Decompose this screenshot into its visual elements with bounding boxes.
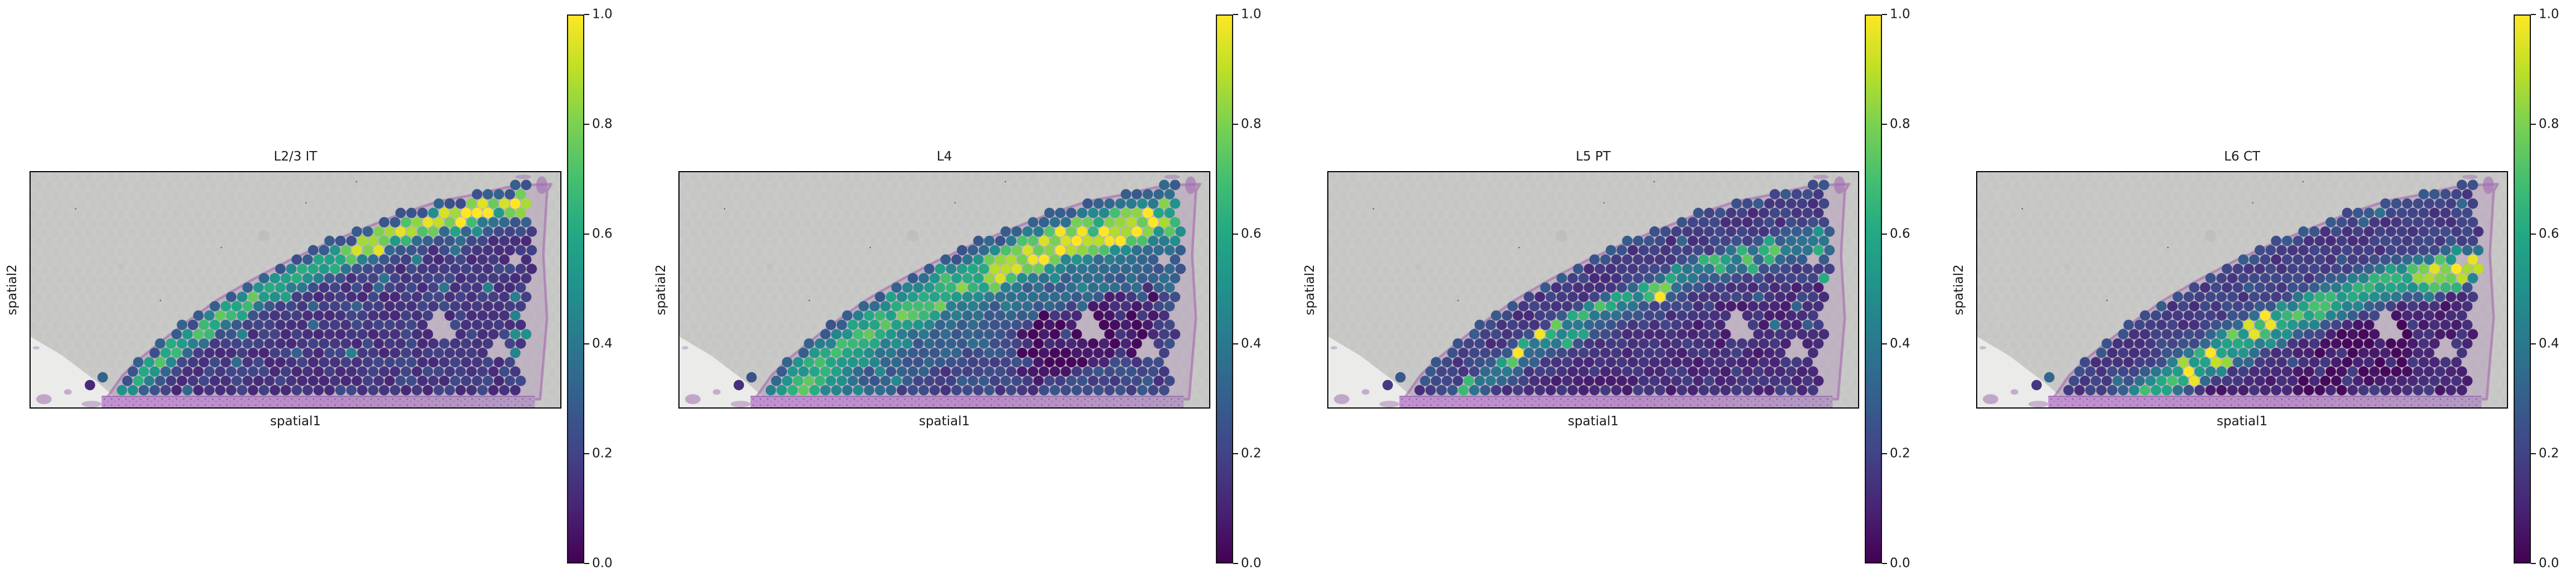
plot-title: L2/3 IT [273, 149, 317, 164]
colorbar-tick [1882, 563, 1887, 564]
colorbar-tick [2531, 234, 2536, 235]
panel-l5-pt: L5 PT spatial2 spatial1 0.0 0.2 0.4 0.6 0.8 1… [1298, 0, 1947, 583]
colorbar-tick-label: 0.0 [1241, 556, 1262, 571]
colorbar-tick [2531, 14, 2536, 15]
colorbar-tick-label: 0.6 [1241, 226, 1262, 241]
colorbar-tick-label: 0.0 [2539, 556, 2559, 571]
colorbar-tick [584, 14, 589, 15]
colorbar-tick-label: 0.8 [2539, 116, 2559, 132]
colorbar-tick-label: 0.4 [1241, 336, 1262, 351]
x-axis-label: spatial1 [1567, 414, 1619, 429]
colorbar-tick [1233, 453, 1238, 454]
colorbar-tick-label: 1.0 [592, 7, 613, 22]
colorbar-tick [2531, 343, 2536, 344]
colorbar-tick [584, 343, 589, 344]
colorbar-tick-label: 0.6 [1890, 226, 1910, 241]
colorbar-tick-label: 0.2 [1241, 446, 1262, 461]
spatial-scatter-canvas [1977, 172, 2507, 407]
x-axis-label: spatial1 [2216, 414, 2268, 429]
colorbar-tick [1882, 343, 1887, 344]
colorbar-tick-label: 0.4 [592, 336, 613, 351]
y-axis-label: spatial2 [1952, 264, 1966, 315]
y-axis-label: spatial2 [654, 264, 668, 315]
colorbar-tick [584, 453, 589, 454]
colorbar-tick-label: 0.0 [592, 556, 613, 571]
panel-l23-it: L2/3 IT spatial2 spatial1 0.0 0.2 0.4 0.6 0.… [0, 0, 649, 583]
colorbar [2514, 14, 2531, 563]
plot-title: L4 [936, 149, 952, 164]
spatial-scatter-canvas [1328, 172, 1858, 407]
colorbar-tick [1882, 14, 1887, 15]
spatial-scatter-canvas [680, 172, 1209, 407]
colorbar-tick [1882, 234, 1887, 235]
colorbar-tick [2531, 453, 2536, 454]
colorbar-tick-label: 0.8 [1890, 116, 1910, 132]
colorbar-tick [1233, 14, 1238, 15]
colorbar-tick-label: 0.8 [1241, 116, 1262, 132]
colorbar [1865, 14, 1882, 563]
plot-area [1976, 171, 2508, 409]
colorbar-tick-label: 1.0 [1241, 7, 1262, 22]
colorbar-tick-label: 0.2 [1890, 446, 1910, 461]
x-axis-label: spatial1 [918, 414, 970, 429]
colorbar-tick [584, 563, 589, 564]
plot-area [1327, 171, 1859, 409]
y-axis-label: spatial2 [1303, 264, 1317, 315]
colorbar-tick-label: 0.2 [2539, 446, 2559, 461]
spatial-scatter-canvas [31, 172, 560, 407]
colorbar-tick [1882, 453, 1887, 454]
colorbar-tick-label: 0.2 [592, 446, 613, 461]
colorbar-tick [1233, 343, 1238, 344]
colorbar-tick [584, 124, 589, 125]
colorbar-tick-label: 0.4 [1890, 336, 1910, 351]
colorbar-tick-label: 0.4 [2539, 336, 2559, 351]
colorbar-tick [2531, 563, 2536, 564]
colorbar-tick [584, 234, 589, 235]
colorbar-tick-label: 1.0 [1890, 7, 1910, 22]
plot-area [678, 171, 1210, 409]
colorbar-tick-label: 0.8 [592, 116, 613, 132]
y-axis-label: spatial2 [5, 264, 19, 315]
colorbar-tick [1233, 563, 1238, 564]
colorbar-tick-label: 0.0 [1890, 556, 1910, 571]
colorbar-tick [1233, 124, 1238, 125]
plot-title: L5 PT [1576, 149, 1611, 164]
colorbar-tick-label: 0.6 [2539, 226, 2559, 241]
colorbar [567, 14, 584, 563]
plot-title: L6 CT [2224, 149, 2260, 164]
x-axis-label: spatial1 [270, 414, 321, 429]
colorbar [1216, 14, 1233, 563]
plot-area [30, 171, 561, 409]
colorbar-tick [2531, 124, 2536, 125]
panel-l4: L4 spatial2 spatial1 0.0 0.2 0.4 0.6 0.8 1.0 [649, 0, 1298, 583]
colorbar-tick [1882, 124, 1887, 125]
panel-l6-ct: L6 CT spatial2 spatial1 0.0 0.2 0.4 0.6 0.8 1… [1947, 0, 2576, 583]
colorbar-tick-label: 1.0 [2539, 7, 2559, 22]
colorbar-tick-label: 0.6 [592, 226, 613, 241]
colorbar-tick [1233, 234, 1238, 235]
